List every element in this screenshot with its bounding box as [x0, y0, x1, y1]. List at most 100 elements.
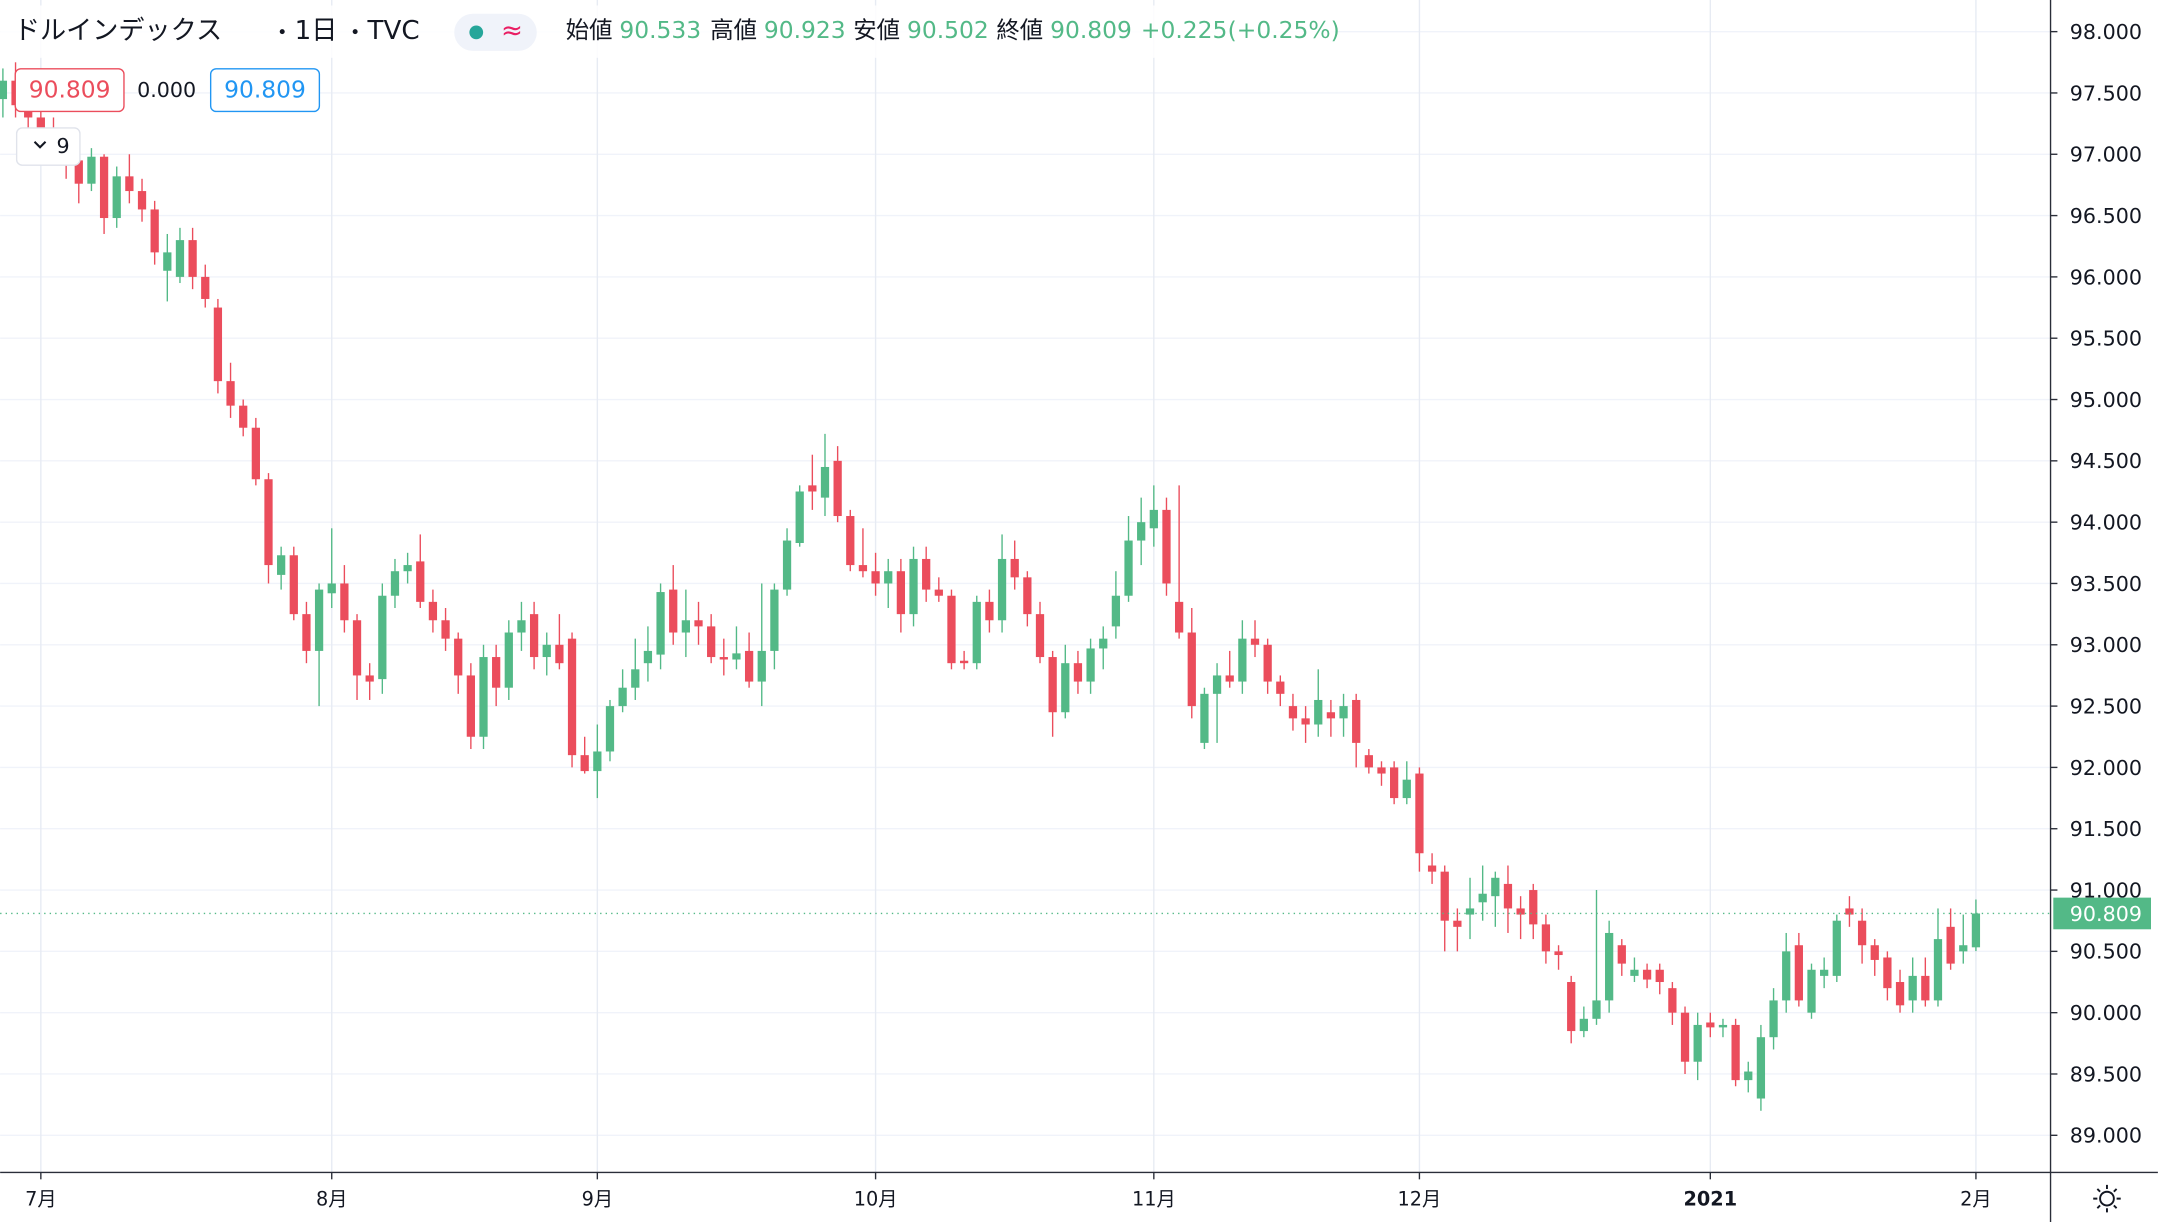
candle-body: [1933, 939, 1943, 1001]
candle-body: [567, 638, 577, 756]
y-tick-label: 93.500: [2070, 572, 2142, 596]
indicator-toggle[interactable]: [15, 127, 81, 166]
candle-body: [1427, 865, 1437, 872]
candle-body: [681, 620, 690, 633]
candle-body: [327, 583, 336, 594]
buy-button[interactable]: [209, 68, 321, 113]
candle-body: [1415, 773, 1424, 854]
candle-body: [150, 209, 159, 253]
candle-body: [125, 176, 134, 192]
candle-body: [1857, 920, 1867, 946]
candle-body: [1946, 926, 1955, 964]
candle-body: [947, 595, 956, 664]
sell-button[interactable]: [14, 68, 125, 113]
y-tick-label: 95.500: [2070, 327, 2142, 351]
spread: 0.000: [137, 78, 196, 102]
header-bg: [0, 5, 1335, 58]
candle-body: [87, 156, 96, 184]
candle-body: [1744, 1071, 1753, 1081]
candle-body: [1959, 945, 1968, 952]
candle-body: [1326, 712, 1336, 719]
candle-body: [795, 491, 804, 544]
candle-body: [1655, 969, 1664, 983]
settings-icon[interactable]: [2093, 1184, 2121, 1213]
legend-change-percent: (+0.25%): [1228, 16, 1340, 44]
candle-body: [669, 589, 678, 633]
candle-body: [1035, 614, 1045, 658]
candle-body: [1731, 1024, 1740, 1081]
candle-body: [1339, 706, 1348, 719]
buy-price: 90.809: [224, 75, 306, 103]
candle-body: [1124, 540, 1133, 596]
candle-body: [1250, 638, 1260, 645]
indicator-count: 9: [57, 134, 70, 158]
legend-label: 高値: [710, 16, 757, 44]
candle-body: [1807, 969, 1816, 1013]
candle-body: [1238, 638, 1247, 682]
y-tick-label: 96.000: [2070, 265, 2142, 289]
candle-body: [1010, 558, 1019, 578]
candle-body: [909, 558, 918, 615]
candle-body: [744, 650, 754, 682]
x-tick-label: 2021: [1684, 1187, 1738, 1210]
candle-body: [833, 460, 842, 517]
y-tick-label: 94.500: [2070, 449, 2142, 473]
candle-body: [277, 555, 286, 575]
candle-body: [1162, 509, 1171, 584]
candle-body: [188, 240, 197, 277]
candle-body: [820, 466, 830, 498]
candle-body: [1592, 1000, 1601, 1019]
candle-body: [1263, 644, 1272, 682]
status-pill[interactable]: [454, 13, 537, 51]
candle-body: [1794, 945, 1803, 1001]
candle-body: [1301, 718, 1310, 725]
candle-body: [137, 191, 147, 210]
candle-body: [896, 571, 906, 615]
candle-body: [517, 620, 526, 633]
candle-body: [378, 595, 387, 680]
x-tick-label: 12月: [1398, 1187, 1442, 1210]
y-tick-label: 97.000: [2070, 143, 2142, 167]
separator: [352, 29, 358, 35]
legend-label: 安値: [853, 16, 900, 44]
interval: 1日: [295, 16, 338, 46]
gear-center: [2099, 1190, 2115, 1207]
candle-body: [1465, 908, 1475, 915]
candle-body: [593, 751, 602, 772]
y-tick-label: 98.000: [2070, 20, 2142, 44]
candle-body: [428, 601, 438, 621]
candle-body: [1883, 957, 1892, 989]
x-tick-label: 7月: [25, 1187, 56, 1210]
candle-body: [390, 571, 400, 596]
candle-body: [1212, 675, 1222, 694]
header: ドルインデックス 1日 TVC ≈ 始値 90.533 高値 90.923 安値…: [0, 5, 1340, 58]
candle-body: [213, 307, 223, 382]
delay-icon: ≈: [501, 16, 523, 46]
candle-body: [1402, 779, 1411, 799]
candle-body: [808, 485, 817, 492]
candle-body: [707, 626, 716, 658]
candle-body: [1174, 601, 1184, 633]
candle-body: [1541, 924, 1551, 952]
candle-body: [1895, 982, 1905, 1006]
candle-body: [782, 540, 792, 590]
gear-teeth: [2093, 1184, 2121, 1213]
candle-body: [1200, 693, 1209, 743]
candle-body: [884, 571, 893, 584]
candle-body: [618, 687, 627, 707]
candle-body: [1111, 595, 1121, 627]
candle-body: [1516, 908, 1525, 915]
candle-body: [997, 558, 1007, 621]
candle-body: [1756, 1037, 1766, 1099]
grid: [0, 0, 2051, 1173]
legend-label: 始値: [566, 16, 613, 44]
candle-body: [631, 669, 640, 688]
sell-price: 90.809: [29, 75, 111, 103]
candle-body: [1276, 681, 1285, 694]
candle-body: [529, 614, 539, 658]
candle-body: [1364, 755, 1373, 768]
candle-body: [163, 252, 172, 271]
symbol-title: ドルインデックス: [14, 16, 222, 46]
candle-body: [555, 644, 564, 664]
x-tick-label: 8月: [316, 1187, 348, 1210]
